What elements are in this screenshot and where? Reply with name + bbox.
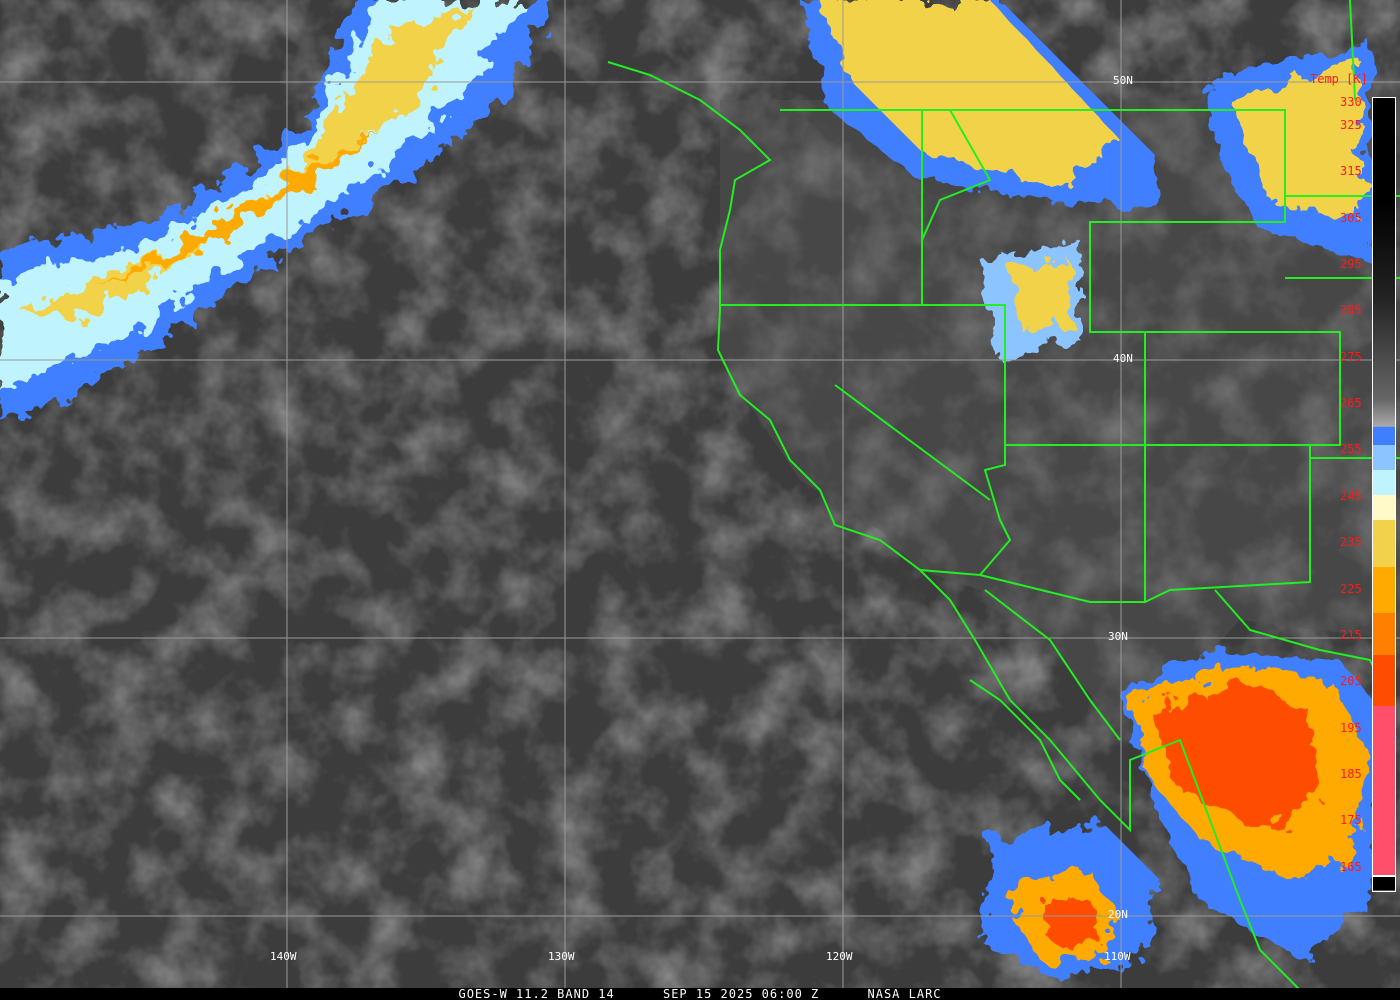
lat-label-40n: 40N bbox=[1113, 352, 1133, 365]
colorbar-tick-label: 305 bbox=[1340, 210, 1362, 225]
colorbar-tick-label: 285 bbox=[1340, 303, 1362, 318]
colorbar-tick-label: 265 bbox=[1340, 396, 1362, 411]
lon-label-140w: 140W bbox=[270, 950, 297, 963]
colorbar-tick-label: 225 bbox=[1340, 581, 1362, 596]
lon-label-120w: 120W bbox=[826, 950, 853, 963]
colorbar-tick-label: 295 bbox=[1340, 257, 1362, 272]
colorbar-title: Temp [K] bbox=[1310, 72, 1368, 86]
caption-datetime: SEP 15 2025 06:00 Z bbox=[662, 987, 820, 1000]
colorbar-tick-label: 315 bbox=[1340, 164, 1362, 179]
colorbar-tick-label: 165 bbox=[1340, 859, 1362, 874]
lon-label-130w: 130W bbox=[548, 950, 575, 963]
caption-satellite: GOES-W 11.2 BAND 14 bbox=[458, 987, 615, 1000]
image-caption: GOES-W 11.2 BAND 14 SEP 15 2025 06:00 Z … bbox=[0, 988, 1400, 1000]
caption-source: NASA LARC bbox=[867, 987, 942, 1000]
colorbar-tick-label: 185 bbox=[1340, 766, 1362, 781]
colorbar-tick-label: 330 bbox=[1340, 95, 1362, 109]
colorbar-tick-label: 175 bbox=[1340, 813, 1362, 828]
lat-label-20n: 20N bbox=[1108, 908, 1128, 921]
colorbar-tick-label: 275 bbox=[1340, 349, 1362, 364]
colorbar-tick-label: 325 bbox=[1340, 118, 1362, 132]
land-area bbox=[720, 100, 1400, 740]
lat-label-50n: 50N bbox=[1113, 74, 1133, 87]
temperature-colorbar bbox=[1372, 97, 1396, 892]
colorbar-tick-label: 205 bbox=[1340, 674, 1362, 689]
lat-label-30n: 30N bbox=[1108, 630, 1128, 643]
colorbar-tick-label: 245 bbox=[1340, 488, 1362, 503]
colorbar-tick-label: 255 bbox=[1340, 442, 1362, 457]
lon-label-110w: 110W bbox=[1104, 950, 1131, 963]
colorbar-tick-label: 235 bbox=[1340, 535, 1362, 550]
colorbar-tick-label: 195 bbox=[1340, 720, 1362, 735]
colorbar-tick-label: 215 bbox=[1340, 627, 1362, 642]
cloud-systems bbox=[0, 0, 1390, 980]
